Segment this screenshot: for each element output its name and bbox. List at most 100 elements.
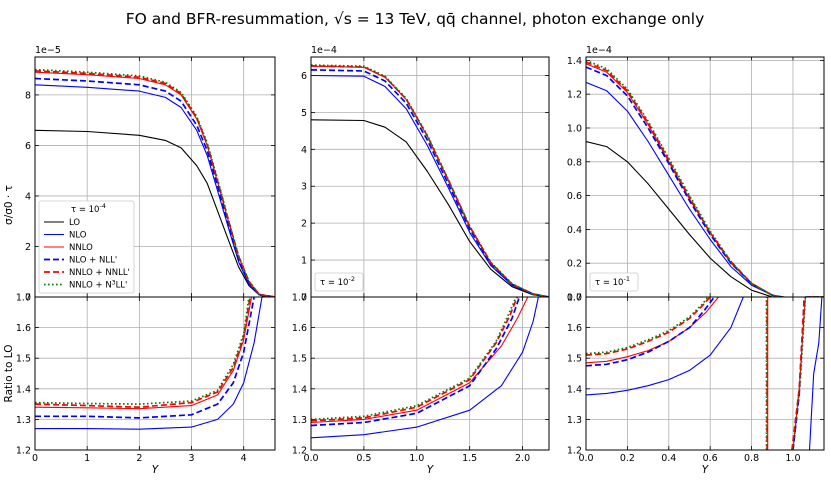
y-tick-label: 0.0 — [567, 293, 582, 304]
series-line-nnlo-n3ll- — [792, 297, 807, 450]
x-tick-label: 0.0 — [578, 453, 593, 464]
top-axes-frame — [310, 56, 550, 298]
ratio-tick-label: 1.5 — [567, 354, 582, 365]
series-line-nlo — [311, 297, 539, 439]
y-tick-label: 0.8 — [567, 157, 582, 168]
series-line-nnlo-nnll- — [311, 297, 519, 422]
y-tick-label: 6 — [25, 141, 31, 152]
ratio-tick-label: 1.5 — [292, 354, 307, 365]
panels: 0 1 2 3 4 0 2 4 6 8 1.2 1.3 1.4 1.5 1.6 1.7 1e−5 Yσ/σ0 · … — [3, 45, 825, 476]
x-tick-label: 0.2 — [620, 453, 635, 464]
x-axis-label: Y — [427, 464, 435, 476]
ratio-tick-label: 1.2 — [16, 446, 31, 457]
tau-label-box — [314, 272, 364, 292]
y-tick-label: 0.2 — [567, 259, 582, 270]
y-tick-label: 0.6 — [567, 191, 582, 202]
series-line-lo — [311, 119, 549, 297]
x-axis-label: Y — [702, 464, 710, 476]
series-line-nnlo-n3ll- — [35, 68, 275, 297]
ratio-tick-label: 1.4 — [567, 384, 582, 395]
ratio-tick-label: 1.3 — [16, 415, 31, 426]
series-line-nnlo-nnll- — [791, 297, 806, 450]
ratio-tick-label: 1.6 — [567, 323, 582, 334]
y-tick-label: 6 — [301, 71, 307, 82]
ratio-tick-label: 1.2 — [567, 446, 582, 457]
y-tick-label: 1.4 — [567, 56, 582, 67]
x-tick-label: 3 — [188, 453, 194, 464]
y-tick-label: 2 — [25, 242, 31, 253]
ratio-tick-label: 1.4 — [292, 384, 307, 395]
y-tick-label: 8 — [25, 90, 31, 101]
axis-multiplier: 1e−5 — [35, 45, 61, 56]
ratio-tick-label: 1.6 — [292, 323, 307, 334]
series-line-nnlo-n3ll- — [35, 297, 250, 405]
y-tick-label: 1 — [301, 256, 307, 267]
y-tick-label: 0 — [301, 293, 307, 304]
x-tick-label: 1.5 — [462, 453, 477, 464]
legend-label: NLO — [69, 231, 87, 241]
x-tick-label: 0 — [32, 453, 38, 464]
x-tick-label: 0.0 — [303, 453, 318, 464]
ratio-tick-label: 1.3 — [567, 415, 582, 426]
x-tick-label: 0.6 — [703, 453, 718, 464]
legend-label: LO — [69, 218, 80, 228]
series-line-nnlo — [586, 63, 824, 297]
series-line-nlo-nll- — [311, 297, 521, 427]
ratio-tick-label: 1.2 — [292, 446, 307, 457]
y-tick-label: 5 — [301, 108, 307, 119]
bottom-axes-frame — [34, 296, 276, 451]
x-tick-label: 1.0 — [409, 453, 424, 464]
tau-label: τ = 10-2 — [320, 275, 355, 288]
legend-label: NNLO + N3LL' — [69, 280, 127, 291]
series-line-nlo-nll- — [586, 66, 824, 297]
series-line-nlo — [586, 81, 824, 297]
tau-label-box — [589, 272, 639, 292]
axis-multiplier: 1e−4 — [586, 45, 612, 56]
ratio-tick-label: 1.7 — [292, 293, 307, 304]
ratio-tick-label: 1.7 — [16, 293, 31, 304]
y-tick-label: 2 — [301, 219, 307, 230]
series-line-nnlo-n3ll- — [311, 297, 517, 421]
y-tick-label: 0 — [25, 293, 31, 304]
series-line-nnlo — [35, 297, 253, 410]
legend-box — [38, 200, 135, 294]
ratio-tick-label: 1.7 — [567, 293, 582, 304]
y-tick-label: 0.4 — [567, 225, 582, 236]
x-axis-label: Y — [152, 464, 160, 476]
y-tick-label: 3 — [301, 182, 307, 193]
legend-title: τ = 10-4 — [71, 202, 106, 215]
bottom-axes-frame — [585, 296, 825, 451]
x-tick-label: 0.4 — [661, 453, 676, 464]
panel-2: 0.0 0.5 1.0 1.5 2.0 0 1 2 3 4 5 6 1.2 1.3 1.4 1.5 1.6 1.7… — [292, 45, 550, 476]
series-line-nlo-nll- — [35, 77, 275, 297]
series-line-nlo-nll- — [311, 69, 549, 297]
x-tick-label: 4 — [241, 453, 247, 464]
ratio-tick-label: 1.5 — [16, 354, 31, 365]
series-line-nlo — [35, 297, 263, 430]
x-tick-label: 2.0 — [515, 453, 530, 464]
panel-1: 0 1 2 3 4 0 2 4 6 8 1.2 1.3 1.4 1.5 1.6 1.7 1e−5 Yσ/σ0 · … — [3, 45, 276, 476]
series-line-nlo — [808, 297, 823, 450]
series-line-nlo-nll- — [586, 297, 715, 367]
legend-label: NNLO — [69, 243, 93, 253]
series-line-lo — [586, 140, 824, 297]
x-tick-label: 0.5 — [356, 453, 371, 464]
ratio-tick-label: 1.3 — [292, 415, 307, 426]
series-line-nlo — [35, 84, 275, 297]
series-line-nnlo-n3ll- — [311, 64, 549, 297]
y-axis-label-top: σ/σ0 · τ — [3, 185, 15, 225]
legend-label: NLO + NLL' — [69, 256, 117, 266]
series-line-nnlo-nnll- — [311, 65, 549, 297]
y-axis-label-bottom: Ratio to LO — [3, 345, 15, 403]
top-axes-frame — [585, 56, 825, 298]
series-line-nnlo — [311, 65, 549, 297]
axis-multiplier: 1e−4 — [311, 45, 337, 56]
tau-label: τ = 10-1 — [595, 275, 630, 288]
x-tick-label: 2 — [136, 453, 142, 464]
series-line-nnlo-nnll- — [586, 297, 711, 356]
legend-label: NNLO + NNLL' — [69, 268, 130, 278]
series-line-nlo — [586, 297, 744, 396]
y-tick-label: 1.2 — [567, 90, 582, 101]
ratio-tick-label: 1.4 — [16, 384, 31, 395]
